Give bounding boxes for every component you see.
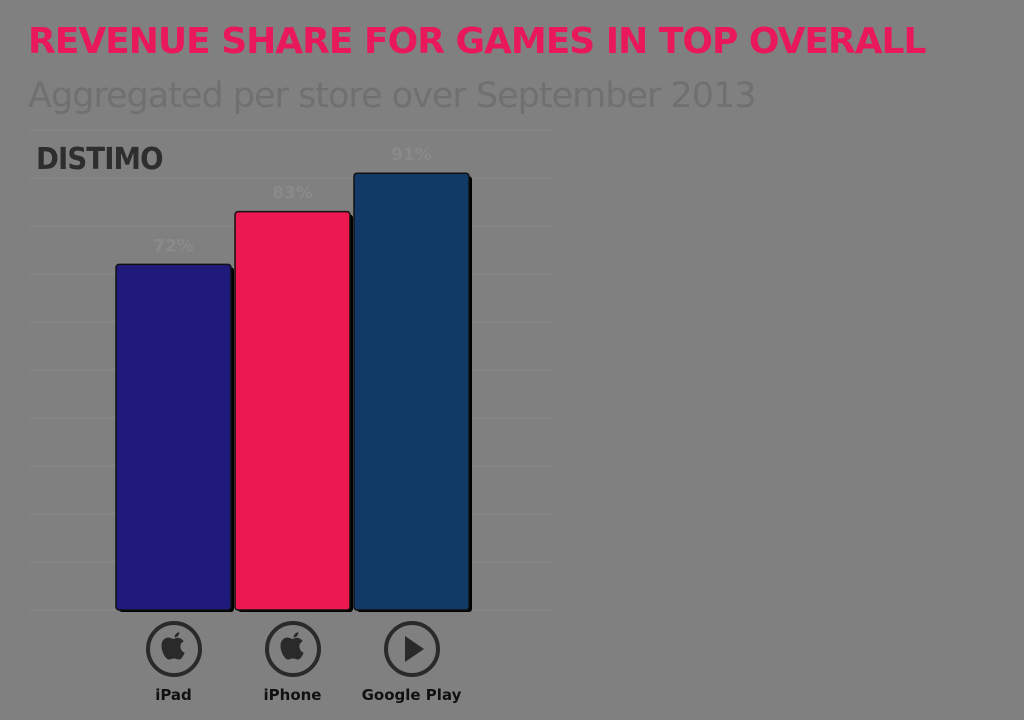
bars <box>115 172 472 612</box>
category-label-ipad: iPad <box>155 686 192 704</box>
chart-subtitle: Aggregated per store over September 2013 <box>28 76 757 116</box>
value-label-ipad: 72% <box>153 236 194 256</box>
value-label-google-play: 91% <box>391 145 432 165</box>
chart-title: REVENUE SHARE FOR GAMES IN TOP OVERALL <box>28 21 926 62</box>
value-labels: 72% 83% 91% <box>153 145 432 256</box>
value-label-iphone: 83% <box>272 184 313 204</box>
apple-logo-icon <box>264 621 321 677</box>
bar-ipad <box>115 263 232 611</box>
bar-google-play <box>353 172 470 611</box>
distimo-logo: DISTIMO <box>36 142 164 177</box>
category-label-google-play: Google Play <box>361 686 462 704</box>
category-label-iphone: iPhone <box>263 686 322 704</box>
apple-logo-icon <box>145 621 202 677</box>
bar-iphone <box>234 210 351 611</box>
google-play-icon <box>383 621 440 677</box>
